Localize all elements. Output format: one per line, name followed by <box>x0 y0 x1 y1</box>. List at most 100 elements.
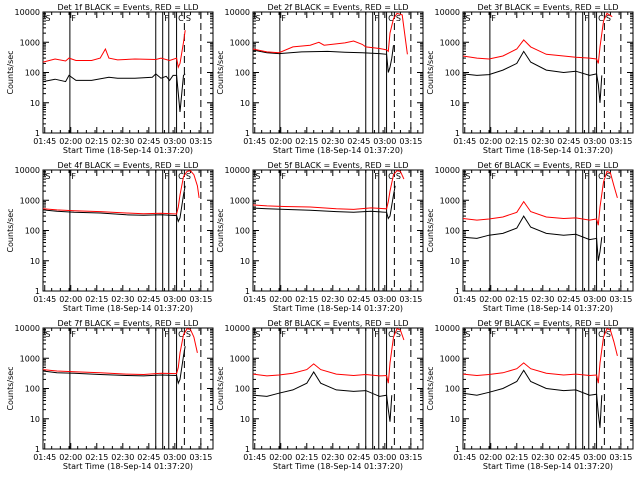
x-tick-label: 02:15 <box>505 453 528 462</box>
flag-label: S <box>606 172 611 181</box>
x-tick-label: 02:00 <box>59 453 82 462</box>
chart-panel: Det 3f BLACK = Events, RED = LLD 1 10 100 10… <box>426 3 634 155</box>
y-tick-label: 10 <box>240 257 250 266</box>
x-tick-label: 03:00 <box>373 295 396 304</box>
x-tick-label: 02:15 <box>85 137 108 146</box>
series-lld-line <box>42 170 200 215</box>
y-tick-label: 100 <box>25 385 40 394</box>
y-tick-label: 1 <box>245 129 250 138</box>
x-tick-label: 01:45 <box>243 453 266 462</box>
flag-label: C <box>388 14 394 23</box>
flag-label: F <box>491 172 496 181</box>
y-tick-label: 1000 <box>20 354 40 363</box>
x-tick-label: 03:00 <box>583 137 606 146</box>
x-tick-label: 03:00 <box>583 453 606 462</box>
chart-title: Det 5f BLACK = Events, RED = LLD <box>267 161 408 170</box>
y-tick-label: 10000 <box>225 8 250 17</box>
x-tick-label: 01:45 <box>243 137 266 146</box>
chart-panel: Det 1f BLACK = Events, RED = LLD 1 10 100 10… <box>6 3 214 155</box>
flag-label: S <box>255 14 260 23</box>
series-events-line <box>462 50 603 103</box>
flag-label: S <box>606 14 611 23</box>
flag-label: S <box>396 172 401 181</box>
x-tick-label: 02:45 <box>557 137 580 146</box>
chart-panel: Det 5f BLACK = Events, RED = LLD 1 10 100 10… <box>216 161 424 313</box>
y-axis-label: Counts/sec <box>6 50 15 94</box>
y-tick-label: 1 <box>245 287 250 296</box>
x-tick-label: 02:45 <box>347 453 370 462</box>
y-axis-label: Counts/sec <box>216 50 225 94</box>
x-tick-label: 02:45 <box>347 295 370 304</box>
x-tick-label: 03:15 <box>189 137 212 146</box>
flag-label: S <box>45 172 50 181</box>
x-tick-label: 01:45 <box>33 453 56 462</box>
y-tick-label: 10 <box>30 257 40 266</box>
x-tick-label: 02:45 <box>557 295 580 304</box>
x-tick-label: 02:00 <box>269 453 292 462</box>
series-events-line <box>42 346 186 385</box>
flag-label: S <box>396 330 401 339</box>
x-axis-label: Start Time (18-Sep-14 01:37:20) <box>483 146 613 155</box>
chart-title: Det 6f BLACK = Events, RED = LLD <box>477 161 618 170</box>
y-tick-label: 1000 <box>230 354 250 363</box>
series-lld-line <box>462 170 618 226</box>
y-axis-label: Counts/sec <box>426 50 435 94</box>
flag-label: F <box>71 330 76 339</box>
flag-label: F <box>281 330 286 339</box>
y-axis-label: Counts/sec <box>216 208 225 252</box>
flag-label: F <box>164 330 169 339</box>
flag-label: F <box>164 14 169 23</box>
y-tick-label: 1000 <box>440 196 460 205</box>
x-axis-label: Start Time (18-Sep-14 01:37:20) <box>483 462 613 471</box>
plot-frame <box>252 11 424 134</box>
flag-label: F <box>164 172 169 181</box>
y-tick-label: 100 <box>235 227 250 236</box>
series-lld-line <box>462 12 613 64</box>
series-events-line <box>462 215 603 261</box>
x-tick-label: 02:30 <box>321 295 344 304</box>
x-tick-label: 03:15 <box>609 453 632 462</box>
x-tick-label: 01:45 <box>33 137 56 146</box>
x-tick-label: 02:30 <box>321 137 344 146</box>
x-tick-label: 02:30 <box>531 295 554 304</box>
y-tick-label: 10 <box>30 99 40 108</box>
flag-label: F <box>491 14 496 23</box>
flag-label: S <box>186 172 191 181</box>
chart-panel: Det 4f BLACK = Events, RED = LLD 1 10 100 10… <box>6 161 214 313</box>
flag-label: F <box>584 14 589 23</box>
chart-panel: Det 7f BLACK = Events, RED = LLD 1 10 100 10… <box>6 319 214 471</box>
y-tick-label: 10000 <box>15 324 40 333</box>
x-axis-label: Start Time (18-Sep-14 01:37:20) <box>63 146 193 155</box>
x-tick-label: 02:45 <box>137 453 160 462</box>
y-tick-label: 10000 <box>435 166 460 175</box>
x-tick-label: 02:15 <box>505 137 528 146</box>
y-tick-label: 10 <box>450 99 460 108</box>
x-tick-label: 02:00 <box>479 137 502 146</box>
chart-title: Det 3f BLACK = Events, RED = LLD <box>477 3 618 12</box>
x-tick-label: 02:30 <box>531 453 554 462</box>
flag-label: C <box>178 172 184 181</box>
y-tick-label: 100 <box>445 227 460 236</box>
y-tick-label: 10 <box>30 415 40 424</box>
x-tick-label: 02:30 <box>111 453 134 462</box>
x-tick-label: 03:00 <box>373 137 396 146</box>
flag-label: C <box>598 172 604 181</box>
plot-frame <box>42 327 214 450</box>
x-tick-label: 02:15 <box>295 453 318 462</box>
flag-label: S <box>186 14 191 23</box>
x-tick-label: 02:30 <box>111 137 134 146</box>
plot-frame <box>252 169 424 292</box>
x-tick-label: 02:00 <box>269 295 292 304</box>
chart-panel: Det 9f BLACK = Events, RED = LLD 1 10 100 10… <box>426 319 634 471</box>
y-tick-label: 100 <box>25 69 40 78</box>
y-axis-label: Counts/sec <box>6 366 15 410</box>
x-tick-label: 02:30 <box>531 137 554 146</box>
chart-title: Det 7f BLACK = Events, RED = LLD <box>57 319 198 328</box>
x-tick-label: 03:00 <box>583 295 606 304</box>
x-tick-label: 03:15 <box>399 295 422 304</box>
x-tick-label: 02:15 <box>505 295 528 304</box>
y-tick-label: 1 <box>35 445 40 454</box>
flag-label: S <box>45 330 50 339</box>
y-tick-label: 1000 <box>230 196 250 205</box>
